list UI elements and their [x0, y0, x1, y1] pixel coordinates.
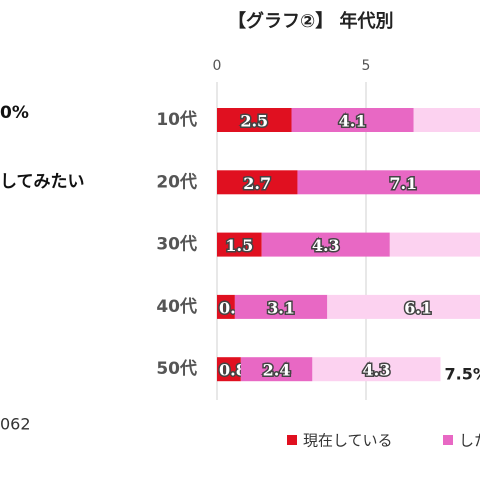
- y-tick-label: 20代: [156, 171, 197, 192]
- side-text: 062: [0, 415, 31, 434]
- legend-swatch: [287, 435, 297, 445]
- value-label: 3.1: [267, 298, 295, 317]
- value-label: 2.7: [243, 174, 271, 193]
- value-label: 2.5: [240, 112, 268, 131]
- bar-segment: [413, 108, 480, 132]
- value-label: 4.3: [363, 361, 391, 380]
- bar-segment: [297, 170, 480, 195]
- value-label: 4.1: [339, 112, 367, 131]
- bar-segment: [240, 357, 313, 382]
- bar-segment: [217, 294, 235, 319]
- bar-segment: [327, 294, 480, 319]
- y-tick-label: 10代: [156, 109, 197, 130]
- bar-segment: [217, 170, 298, 195]
- bar-segment: [217, 357, 241, 382]
- bar-segment: [217, 232, 262, 257]
- value-label: 1.5: [225, 236, 253, 255]
- y-tick-label: 50代: [156, 358, 197, 379]
- bar-segment: [291, 108, 414, 132]
- total-label: 7.5%: [445, 365, 480, 384]
- bar-segment: [389, 232, 480, 257]
- value-label: 4.3: [312, 236, 340, 255]
- x-tick-label: 5: [362, 58, 371, 74]
- side-text: してみたい: [0, 172, 85, 192]
- x-tick-label: 0: [213, 58, 222, 74]
- y-tick-label: 40代: [156, 296, 197, 317]
- value-label: 0.8: [219, 361, 247, 380]
- legend-label: 現在している: [303, 432, 393, 450]
- y-tick-label: 30代: [156, 234, 197, 255]
- legend-swatch: [443, 435, 453, 445]
- bar-segment: [217, 108, 292, 132]
- bar-segment: [234, 294, 328, 319]
- value-label: 7.1: [389, 174, 417, 193]
- bar-segment: [312, 357, 441, 382]
- side-text: 0%: [0, 103, 29, 123]
- bar-segment: [261, 232, 390, 257]
- chart-title: 【グラフ②】 年代別: [228, 10, 394, 32]
- value-label: 2.4: [263, 361, 291, 380]
- legend-label: した: [459, 432, 480, 450]
- value-label: 6.1: [404, 298, 432, 317]
